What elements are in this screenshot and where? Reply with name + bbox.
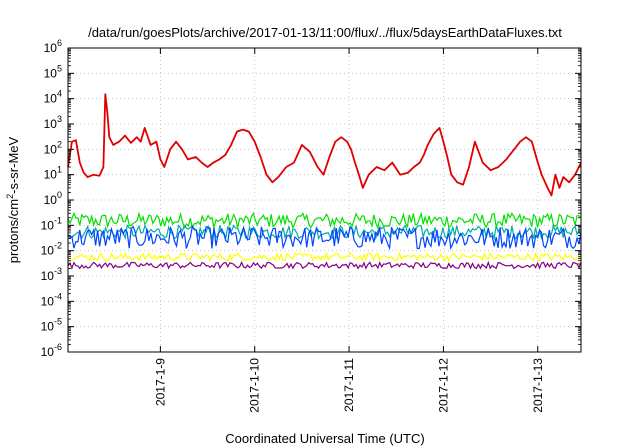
- y-tick-label: 10-2: [41, 241, 62, 258]
- x-axis-label: Coordinated Universal Time (UTC): [225, 431, 424, 446]
- flux-series-band-1: [67, 211, 582, 230]
- x-tick-label: 2017-1-9: [153, 358, 167, 406]
- x-tick-labels: 2017-1-9 2017-1-10 2017-1-11 2017-1-12 2017-…: [153, 358, 544, 413]
- y-tick-label: 10-1: [41, 215, 62, 232]
- y-tick-label: 101: [44, 165, 62, 182]
- y-tick-label: 10-3: [41, 266, 62, 283]
- flux-series-main: [67, 93, 582, 197]
- y-tick-label: 106: [44, 38, 62, 55]
- series-layer: [67, 93, 582, 270]
- y-tick-label: 10-5: [41, 317, 62, 334]
- y-tick-label: 104: [44, 89, 62, 106]
- y-tick-label: 103: [44, 114, 62, 131]
- y-axis-label: protons/cm2-s-sr-MeV: [5, 136, 21, 263]
- x-tick-label: 2017-1-12: [436, 358, 450, 413]
- flux-series-band-2: [67, 223, 582, 241]
- y-tick-label: 10-4: [41, 291, 62, 308]
- y-tick-labels: 10-6 10-5 10-4 10-3 10-2 10-1 100 101 102 103 104 1…: [41, 38, 62, 359]
- x-tick-label: 2017-1-10: [248, 358, 262, 413]
- axes: [67, 47, 582, 353]
- chart-title: /data/run/goesPlots/archive/2017-01-13/1…: [88, 25, 562, 40]
- y-tick-label: 105: [44, 63, 62, 80]
- y-tick-label: 10-6: [41, 342, 62, 359]
- y-tick-label: 102: [44, 139, 62, 156]
- grid-lines: [68, 48, 581, 352]
- flux-series-band-3: [67, 225, 582, 251]
- flux-series-band-5: [67, 260, 582, 270]
- x-tick-label: 2017-1-13: [531, 358, 545, 413]
- x-tick-label: 2017-1-11: [342, 358, 356, 412]
- y-tick-label: 100: [44, 190, 62, 207]
- flux-series-band-4: [68, 251, 582, 263]
